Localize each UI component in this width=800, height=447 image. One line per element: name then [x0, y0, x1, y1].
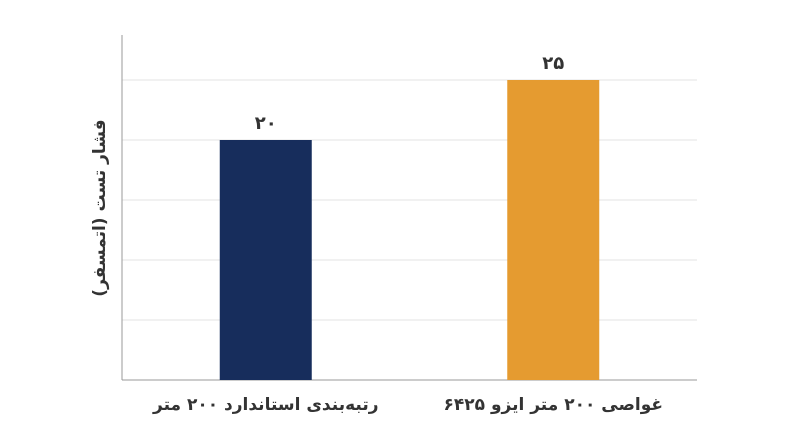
y-axis-label: فشار تست (اتمسفر): [90, 119, 110, 296]
bar: [219, 140, 312, 380]
value-label: ۲۵: [542, 53, 564, 74]
x-tick-label: غواصی ۲۰۰ متر ایزو ۶۴۲۵: [444, 395, 663, 415]
bar: [507, 80, 600, 380]
value-label: ۲۰: [255, 113, 277, 134]
x-tick-label: رتبه‌بندی استاندارد ۲۰۰ متر: [152, 395, 379, 415]
